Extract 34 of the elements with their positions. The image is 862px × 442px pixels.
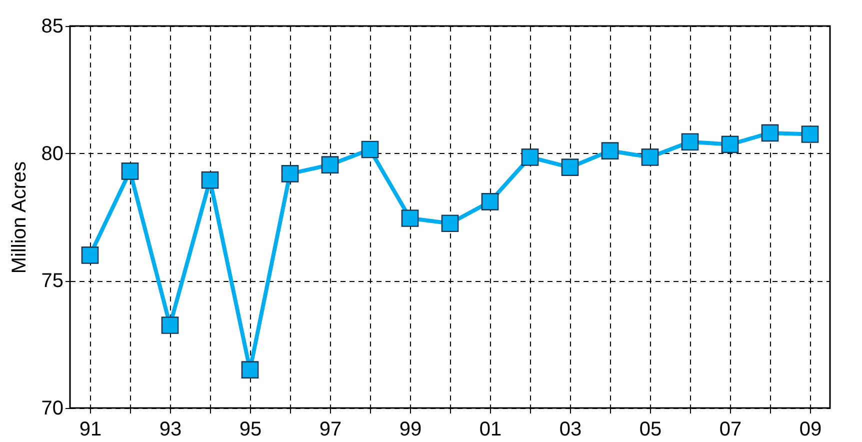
point [201, 171, 219, 189]
y-tick-label: 80 [41, 142, 64, 165]
point [121, 162, 139, 180]
x-tick-label: 91 [79, 418, 102, 440]
point [241, 361, 259, 378]
y-axis-title: Million Acres [8, 161, 30, 274]
x-tick-label: 03 [559, 418, 582, 440]
point [161, 316, 179, 334]
x-tick-label: 01 [479, 418, 502, 440]
x-tick-label: 95 [239, 418, 262, 440]
x-tick-label: 99 [399, 418, 422, 440]
x-tick-label: 97 [319, 418, 342, 440]
point [361, 140, 379, 158]
point [641, 148, 659, 166]
point [521, 148, 539, 166]
point [481, 193, 499, 210]
point [761, 124, 779, 142]
point [441, 214, 459, 232]
point [721, 136, 739, 154]
y-tick-label: 75 [41, 270, 64, 292]
x-tick-label: 09 [799, 418, 822, 440]
y-tick-label: 70 [41, 398, 64, 420]
x-tick-label: 05 [639, 418, 662, 440]
point [681, 133, 699, 151]
y-tick-label: 85 [41, 16, 64, 38]
point [601, 142, 619, 160]
point [321, 156, 339, 174]
x-tick-label: 07 [719, 418, 742, 440]
point [561, 158, 579, 176]
x-tick-label: 93 [159, 418, 182, 440]
point [281, 165, 299, 182]
point [401, 210, 419, 227]
point [801, 126, 819, 143]
point [81, 246, 99, 264]
